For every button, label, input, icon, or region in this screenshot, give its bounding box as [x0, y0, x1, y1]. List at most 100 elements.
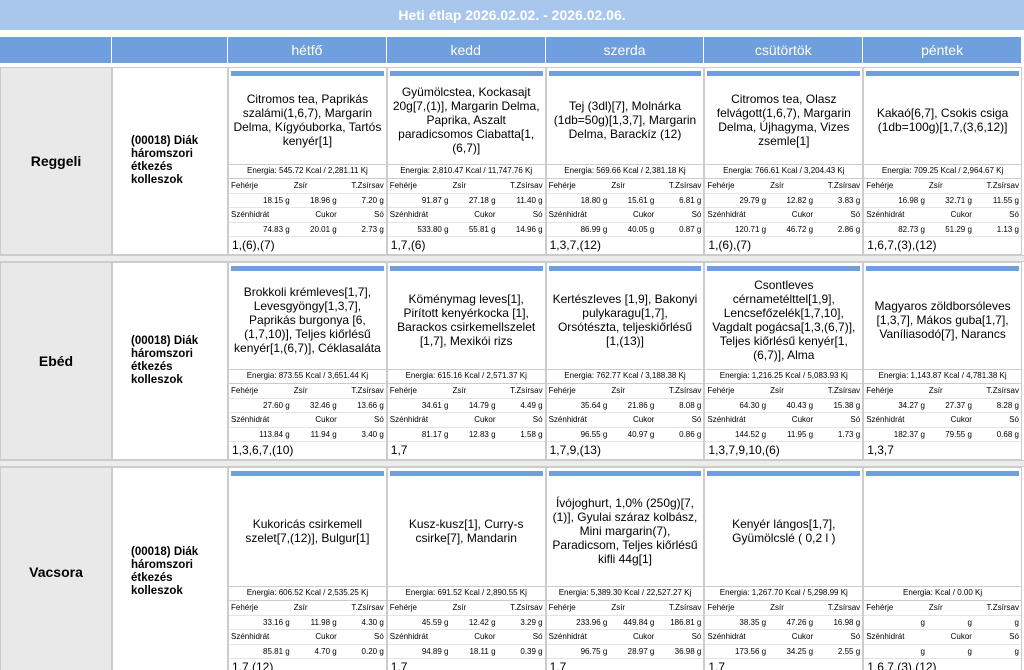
day-cell: Tej (3dl)[7], Molnárka (1db=50g)[1,3,7],…: [545, 67, 705, 255]
header-cell: [0, 37, 112, 63]
nutrient-label: Só: [497, 413, 545, 428]
nutrient-value: 55.81 g: [450, 223, 498, 237]
nutrient-value: 3.83 g: [815, 194, 863, 208]
day-cell: Brokkoli krémleves[1,7], Levesgyöngy[1,3…: [228, 262, 387, 460]
nutrient-value: 18.96 g: [291, 194, 339, 208]
nutrient-value: 0.20 g: [338, 645, 386, 659]
nutrient-value: 13.66 g: [338, 399, 386, 413]
nutrients: Fehérje Zsír T.Zsírsav 33.16 g 11.98 g 4.30 g…: [229, 601, 386, 659]
nutrient-label: Cukor: [291, 413, 339, 428]
nutrient-label: Cukor: [768, 630, 816, 645]
nutrient-value: g: [864, 616, 927, 630]
nutrient-label: Szénhidrát: [864, 413, 927, 428]
nutrient-label: Zsír: [291, 601, 339, 616]
nutrient-label: Fehérje: [705, 601, 769, 616]
day-cell: Energia: Kcal / 0.00 Kj Fehérje Zsír T.Zsír…: [863, 467, 1022, 670]
menu-text: Brokkoli krémleves[1,7], Levesgyöngy[1,3…: [234, 285, 381, 355]
separator: [0, 460, 1024, 467]
nutrient-value: g: [926, 645, 974, 659]
meal-name: Vacsora: [0, 467, 112, 670]
nutrient-value: 1.13 g: [973, 223, 1021, 237]
nutrient-value: 0.86 g: [656, 428, 704, 442]
nutrient-label: Fehérje: [229, 179, 292, 194]
nutrient-label: Zsír: [609, 601, 657, 616]
nutrient-label: Só: [338, 630, 386, 645]
nutrient-value: 4.30 g: [338, 616, 386, 630]
nutrient-label: Só: [815, 630, 863, 645]
day-bar: [866, 471, 1019, 476]
nutrient-label: Zsír: [926, 384, 974, 399]
nutrient-label: Fehérje: [864, 179, 927, 194]
nutrient-label: Zsír: [609, 384, 657, 399]
nutrient-label: Cukor: [450, 413, 498, 428]
nutrient-label: Fehérje: [229, 601, 292, 616]
menu-text: Kakaó[6,7], Csokis csiga (1db=100g)[1,7,…: [876, 106, 1009, 134]
day-header: hétfő: [228, 37, 387, 63]
nutrient-label: Cukor: [609, 208, 657, 223]
day-cell: Kusz-kusz[1], Curry-s csirke[7], Mandari…: [386, 467, 546, 670]
nutrient-label: Fehérje: [705, 179, 769, 194]
nutrient-label: Zsír: [450, 601, 498, 616]
nutrient-label: Só: [815, 413, 863, 428]
energy: Energia: 1,216.25 Kcal / 5,083.93 Kj: [705, 369, 863, 384]
nutrient-value: g: [973, 616, 1021, 630]
nutrient-label: T.Zsírsav: [656, 384, 704, 399]
energy: Energia: 1,267.70 Kcal / 5,298.99 Kj: [705, 586, 863, 601]
day-bar: [707, 71, 861, 76]
nutrient-value: 173.56 g: [705, 645, 769, 659]
nutrient-value: 27.18 g: [450, 194, 498, 208]
nutrient-label: T.Zsírsav: [973, 179, 1021, 194]
day-bar: [707, 266, 861, 271]
day-bar: [548, 266, 702, 271]
nutrient-label: Szénhidrát: [705, 413, 769, 428]
day-cell: Kukoricás csirkemell szelet[7,(12)], Bul…: [228, 467, 387, 670]
nutrient-label: T.Zsírsav: [973, 384, 1021, 399]
nutrient-label: Zsír: [291, 179, 339, 194]
day-cell: Magyaros zöldborsóleves [1,3,7], Mákos g…: [863, 262, 1022, 460]
nutrients: Fehérje Zsír T.Zsírsav 16.98 g 32.71 g 11.55 …: [864, 179, 1021, 237]
nutrient-label: T.Zsírsav: [656, 179, 704, 194]
meal-name: Ebéd: [0, 262, 112, 460]
nutrient-value: 64.30 g: [705, 399, 769, 413]
nutrient-label: Zsír: [926, 179, 974, 194]
energy: Energia: 5,389.30 Kcal / 22,527.27 Kj: [546, 586, 704, 601]
energy: Energia: 606.52 Kcal / 2,535.25 Kj: [229, 586, 386, 601]
nutrient-value: 12.82 g: [768, 194, 816, 208]
nutrient-label: Só: [815, 208, 863, 223]
menu-text: Kenyér lángos[1,7], Gyümölcslé ( 0,2 l ): [732, 517, 836, 545]
nutrient-label: Szénhidrát: [705, 208, 769, 223]
nutrients: Fehérje Zsír T.Zsírsav 35.64 g 21.86 g 8.08 g…: [546, 384, 704, 442]
energy: Energia: 762.77 Kcal / 3,188.38 Kj: [546, 369, 704, 384]
nutrient-value: 11.94 g: [291, 428, 339, 442]
menu-text: [864, 476, 1021, 586]
nutrient-label: Cukor: [291, 630, 339, 645]
nutrient-value: 8.08 g: [656, 399, 704, 413]
nutrient-value: 40.97 g: [609, 428, 657, 442]
nutrient-label: Fehérje: [705, 384, 769, 399]
meal-name: Reggeli: [0, 67, 112, 255]
day-bar: [548, 471, 702, 476]
nutrient-label: Só: [656, 630, 704, 645]
energy: Energia: 709.25 Kcal / 2,964.67 Kj: [864, 164, 1021, 179]
nutrient-label: Szénhidrát: [864, 208, 927, 223]
nutrient-label: Fehérje: [387, 179, 451, 194]
nutrient-label: Fehérje: [546, 601, 610, 616]
nutrients: Fehérje Zsír T.Zsírsav 45.59 g 12.42 g 3.29 g…: [387, 601, 545, 659]
day-header: szerda: [545, 37, 705, 63]
nutrient-value: 6.81 g: [656, 194, 704, 208]
day-bar: [389, 471, 543, 476]
nutrient-value: 85.81 g: [229, 645, 292, 659]
nutrient-label: Szénhidrát: [387, 630, 451, 645]
menu-text: Kusz-kusz[1], Curry-s csirke[7], Mandari…: [408, 517, 524, 545]
nutrient-value: 28.97 g: [609, 645, 657, 659]
allergens: 1,6,7,(3),(12): [867, 238, 937, 252]
nutrient-value: 15.38 g: [815, 399, 863, 413]
nutrient-value: 533.80 g: [387, 223, 451, 237]
nutrient-label: Fehérje: [546, 384, 610, 399]
menu-text: Citromos tea, Olasz felvágott(1,6,7), Ma…: [716, 92, 851, 148]
nutrient-value: 74.83 g: [229, 223, 292, 237]
nutrient-label: Cukor: [609, 630, 657, 645]
nutrient-value: 16.98 g: [864, 194, 927, 208]
nutrient-label: Só: [338, 413, 386, 428]
nutrient-label: Szénhidrát: [546, 630, 610, 645]
